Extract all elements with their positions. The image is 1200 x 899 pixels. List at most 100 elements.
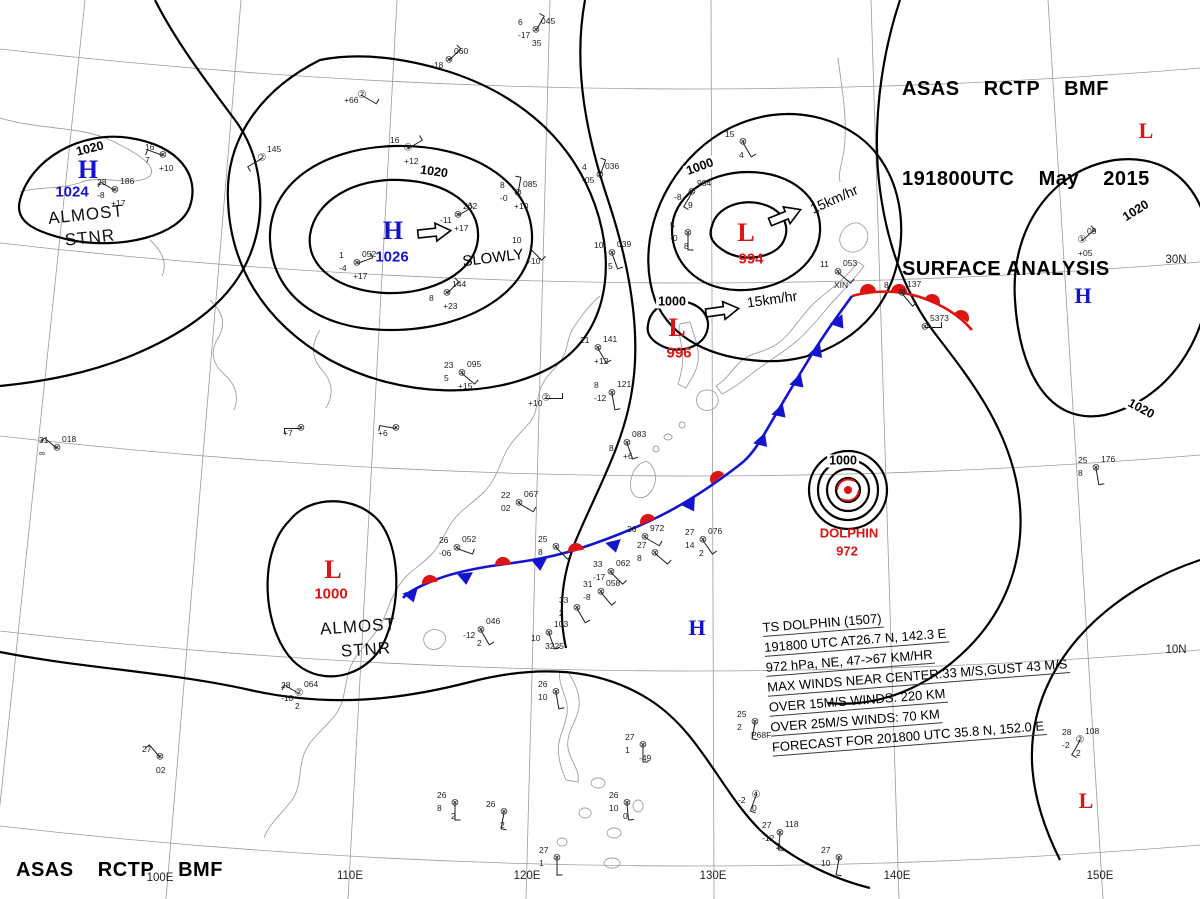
station-value: 26 (609, 790, 619, 800)
title-line: SURFACE ANALYSIS (902, 258, 1110, 280)
station-value: 27 (142, 744, 152, 754)
station-symbol-icon: ⊗ (499, 806, 509, 818)
station-value: 3225 (545, 641, 564, 651)
station-value: 5 (670, 220, 675, 230)
title-line: ASAS RCTP BMF (16, 859, 223, 881)
station-value: -8 (674, 192, 682, 202)
station-value: +17 (454, 223, 469, 233)
station-value: 141 (603, 334, 618, 344)
station-value: 26 (486, 799, 496, 809)
station-symbol-icon: ⊗ (158, 149, 168, 161)
station-symbol-icon: ⊗ (352, 257, 362, 269)
station-value: 8 (684, 241, 689, 251)
station-value: 018 (62, 434, 77, 444)
station-value: 2 (295, 701, 300, 711)
station-value: 8 (429, 293, 434, 303)
station-value: 4 (739, 150, 744, 160)
station-value: 09 (1087, 226, 1097, 236)
station-value: 145 (267, 144, 282, 154)
station-value: 137 (907, 279, 922, 289)
station-value: 2 (500, 820, 505, 830)
station-value: 058 (606, 578, 621, 588)
station-symbol-icon: ⊗ (834, 852, 844, 864)
station-symbol-icon: ⊗ (640, 531, 650, 543)
station-value: ∞ (39, 448, 46, 458)
cold-front (737, 295, 854, 468)
station-value: 26 (437, 790, 447, 800)
station-symbol-icon: ② (294, 687, 304, 699)
station-symbol-icon: ⊗ (52, 442, 62, 454)
station-value: 984 (697, 178, 712, 188)
isobar-label: 1000 (827, 453, 859, 468)
station-symbol-icon: ⊗ (551, 541, 561, 553)
station-value: 053 (843, 258, 858, 268)
station-value: 27 (821, 845, 831, 855)
station-value: 0 (752, 803, 757, 813)
station-value: 22 (501, 490, 511, 500)
station-value: 26 (538, 679, 548, 689)
station-symbol-icon: ⊗ (544, 627, 554, 639)
station-value: 9 (688, 200, 693, 210)
station-symbol-icon: ⊗ (513, 187, 523, 199)
station-symbol-icon: ⊗ (622, 797, 632, 809)
high-center-letter: H (1074, 283, 1092, 308)
station-symbol-icon: ⊗ (607, 247, 617, 259)
station-value: 7 (145, 155, 150, 165)
station-value: 11 (820, 259, 829, 269)
station-symbol-icon: ⊗ (551, 686, 561, 698)
station-value: +12 (404, 156, 419, 166)
latitude-label: 30N (1165, 254, 1187, 266)
station-value: -12 (463, 630, 476, 640)
station-value: 5 (444, 373, 449, 383)
typhoon-name: DOLPHIN (819, 525, 879, 541)
station-value: 35 (532, 38, 542, 48)
typhoon-icon (836, 478, 860, 502)
arrow-icon (416, 221, 453, 243)
station-symbol-icon: ⊗ (453, 209, 463, 221)
station-symbol-icon: ⊗ (391, 422, 401, 434)
station-value: +10 (159, 163, 174, 173)
station-value: 046 (486, 616, 501, 626)
station-value: 27 (539, 845, 549, 855)
station-value: -05 (582, 175, 595, 185)
station-symbol-icon: ⊗ (572, 602, 582, 614)
station-value: 10 (531, 633, 541, 643)
station-symbol-icon: ⊗ (698, 534, 708, 546)
station-value: 144 (452, 279, 467, 289)
station-value: 31 (583, 579, 593, 589)
station-value: 27 (762, 820, 772, 830)
station-symbol-icon: ⊗ (920, 321, 930, 333)
station-value: 8 (538, 547, 543, 557)
station-value: 27 (637, 540, 647, 550)
station-value: +12 (594, 356, 609, 366)
low-center-value: 996 (666, 344, 692, 362)
arrow-icon (704, 300, 741, 321)
station-symbol-icon: ⊗ (687, 186, 697, 198)
station-value: 1 (625, 745, 630, 755)
station-symbol-icon: ⊗ (514, 497, 524, 509)
station-value: 972 (650, 523, 665, 533)
station-value: 8 (500, 180, 505, 190)
longitude-label: 100E (146, 872, 174, 884)
station-value: +17 (353, 271, 368, 281)
station-value: 2 (451, 811, 456, 821)
station-value: 095 (467, 359, 482, 369)
stationary-front (402, 464, 739, 603)
longitude-label: 110E (336, 870, 364, 882)
station-value: +10 (526, 256, 541, 266)
station-value: 076 (708, 526, 723, 536)
low-center-value: 994 (738, 250, 764, 268)
station-value: -8 (97, 190, 105, 200)
station-value: -2 (738, 795, 746, 805)
station-value: 262 (463, 201, 478, 211)
station-value: 064 (304, 679, 319, 689)
station-value: 25 (1078, 455, 1088, 465)
wind-barb-icon (546, 393, 563, 399)
title-line: ASAS RCTP BMF (902, 78, 1109, 100)
station-value: 2 (699, 548, 704, 558)
station-value: -0 (670, 233, 678, 243)
station-value: +7 (283, 428, 293, 438)
